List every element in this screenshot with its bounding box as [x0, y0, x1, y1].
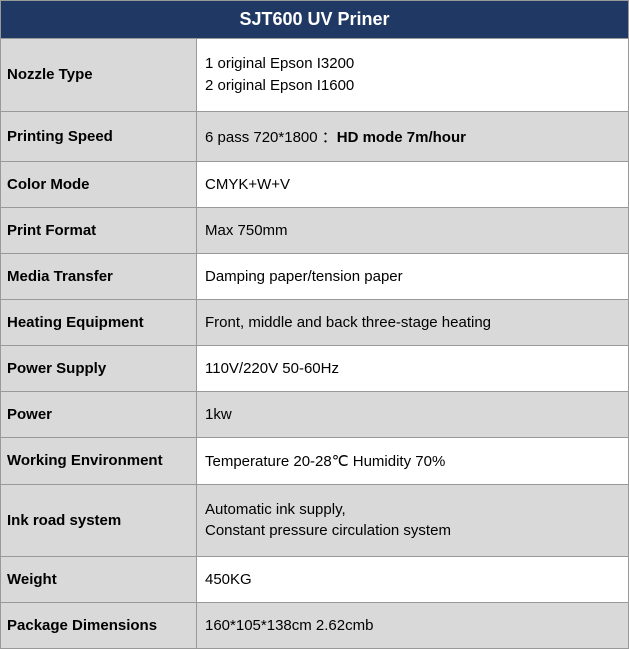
spec-label: Media Transfer	[1, 253, 197, 299]
spec-value: 110V/220V 50-60Hz	[197, 345, 629, 391]
spec-row: Ink road system Automatic ink supply, Co…	[1, 484, 629, 557]
spec-row: Working Environment Temperature 20-28℃ H…	[1, 437, 629, 484]
spec-row: Heating Equipment Front, middle and back…	[1, 299, 629, 345]
spec-value: Damping paper/tension paper	[197, 253, 629, 299]
spec-value-line: 2 original Epson I1600	[205, 77, 354, 94]
spec-value-bold: HD mode 7m/hour	[337, 129, 466, 146]
spec-value: Temperature 20-28℃ Humidity 70%	[197, 437, 629, 484]
spec-value: Front, middle and back three-stage heati…	[197, 299, 629, 345]
spec-value-text: 6 pass 720*1800 ：	[205, 129, 337, 146]
spec-row: Print Format Max 750mm	[1, 207, 629, 253]
spec-value: Max 750mm	[197, 207, 629, 253]
spec-label: Weight	[1, 557, 197, 603]
spec-label: Printing Speed	[1, 111, 197, 161]
spec-label: Power Supply	[1, 345, 197, 391]
spec-row: Nozzle Type 1 original Epson I3200 2 ori…	[1, 39, 629, 112]
spec-label: Ink road system	[1, 484, 197, 557]
spec-row: Weight 450KG	[1, 557, 629, 603]
spec-value: 160*105*138cm 2.62cmb	[197, 603, 629, 649]
spec-value: 1kw	[197, 391, 629, 437]
table-title: SJT600 UV Priner	[1, 1, 629, 39]
spec-row: Printing Speed 6 pass 720*1800 ：HD mode …	[1, 111, 629, 161]
spec-row: Package Dimensions 160*105*138cm 2.62cmb	[1, 603, 629, 649]
spec-value: 6 pass 720*1800 ：HD mode 7m/hour	[197, 111, 629, 161]
spec-value: 450KG	[197, 557, 629, 603]
spec-label: Working Environment	[1, 437, 197, 484]
spec-row: Color Mode CMYK+W+V	[1, 161, 629, 207]
spec-label: Nozzle Type	[1, 39, 197, 112]
header-row: SJT600 UV Priner	[1, 1, 629, 39]
spec-value: 1 original Epson I3200 2 original Epson …	[197, 39, 629, 112]
spec-label: Color Mode	[1, 161, 197, 207]
spec-value: Automatic ink supply, Constant pressure …	[197, 484, 629, 557]
spec-value-line: Constant pressure circulation system	[205, 522, 451, 539]
spec-value-line: 1 original Epson I3200	[205, 55, 354, 72]
spec-label: Print Format	[1, 207, 197, 253]
spec-row: Power 1kw	[1, 391, 629, 437]
spec-label: Package Dimensions	[1, 603, 197, 649]
spec-label: Power	[1, 391, 197, 437]
spec-table: SJT600 UV Priner Nozzle Type 1 original …	[0, 0, 629, 649]
spec-value-line: Automatic ink supply,	[205, 501, 346, 518]
spec-label: Heating Equipment	[1, 299, 197, 345]
spec-row: Media Transfer Damping paper/tension pap…	[1, 253, 629, 299]
spec-row: Power Supply 110V/220V 50-60Hz	[1, 345, 629, 391]
spec-value: CMYK+W+V	[197, 161, 629, 207]
